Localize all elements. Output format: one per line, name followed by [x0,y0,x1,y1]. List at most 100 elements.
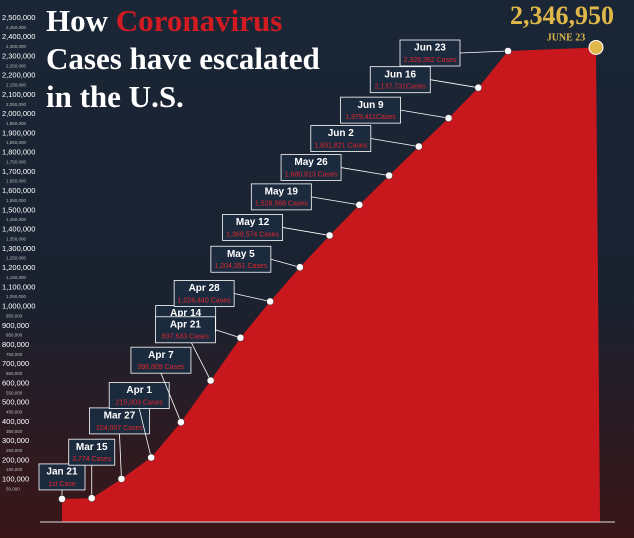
callout-box [250,183,312,211]
chart-title: Cases have escalated [46,41,320,76]
point [58,495,66,503]
point [177,418,185,426]
connector [311,196,360,206]
callout-value: 2,137,731Cases [375,84,426,91]
callout-box [340,96,401,124]
y-tick-label: 2,200,000 [2,71,35,80]
y-minor-tick-label: 1,150,000 [6,275,27,280]
y-tick-label: 800,000 [2,340,29,349]
callout-box [399,39,461,67]
callout-date: Apr 7 [148,350,174,361]
point [266,297,274,306]
callout-box [369,66,431,94]
y-tick-label: 200,000 [2,455,29,464]
chart-title: How Coronavirus [46,3,282,38]
callout-date: May 12 [236,217,270,228]
connector [459,50,509,54]
callout-value: 1,369,574 Cases [226,231,279,238]
chart-title: in the U.S. [46,79,184,114]
y-minor-tick-label: 2,250,000 [6,63,27,68]
y-minor-tick-label: 1,850,000 [6,140,27,145]
connector [270,258,300,268]
callout-date: Jun 16 [384,69,416,80]
connector [341,167,390,176]
callout-date: Jun 23 [414,43,446,54]
callout-value: 837,633 Cases [162,334,210,341]
y-minor-tick-label: 1,750,000 [6,159,27,164]
point [385,171,393,180]
y-tick-label: 900,000 [2,321,29,330]
callout-value: 3,774 Cases [72,456,112,463]
y-tick-label: 1,600,000 [2,186,35,195]
callout-value: 1,680,913 Cases [285,171,338,178]
y-tick-label: 1,200,000 [2,263,35,272]
connector [430,79,479,89]
y-minor-tick-label: 1,650,000 [6,179,27,184]
callout-date: Apr 21 [170,319,202,330]
y-tick-label: 1,300,000 [2,244,35,253]
point [444,114,453,122]
y-tick-label: 1,400,000 [2,225,35,234]
y-tick-label: 1,500,000 [2,205,35,214]
callout-value: 2,328,362 Cases [404,57,457,64]
y-tick-label: 1,900,000 [2,128,35,137]
y-minor-tick-label: 750,000 [6,352,23,357]
callout-value: 1,528,568 Cases [255,201,308,208]
y-tick-label: 300,000 [2,436,29,445]
y-minor-tick-label: 2,450,000 [6,25,27,30]
y-minor-tick-label: 2,050,000 [6,102,27,107]
point [296,263,304,271]
y-tick-label: 1,000,000 [2,302,35,311]
callout-value: 1,026,440 Cases [178,297,231,304]
connector [234,293,271,302]
callout-value: 1,204,351 Cases [214,263,267,270]
y-tick-label: 2,500,000 [2,13,35,22]
callout-date: Mar 27 [104,411,136,422]
connector [400,109,449,119]
callout-box [68,438,116,466]
title-part: How [46,3,109,38]
y-tick-label: 500,000 [2,398,29,407]
callout-date: May 19 [265,187,299,198]
y-minor-tick-label: 2,150,000 [6,83,27,88]
callout-date: Jun 9 [357,100,384,111]
y-tick-label: 2,100,000 [2,90,35,99]
y-tick-label: 2,300,000 [2,51,35,60]
callout-box [280,154,342,181]
callout-box [108,382,170,409]
y-minor-tick-label: 1,350,000 [6,236,27,241]
y-minor-tick-label: 1,950,000 [6,121,27,126]
y-minor-tick-label: 250,000 [6,448,23,453]
connector [138,408,152,458]
connector [119,433,122,479]
point [325,231,334,240]
connector [215,329,241,339]
callout-date: May 5 [227,249,255,260]
connector [160,373,182,423]
connector [282,227,330,236]
callout-box [130,346,192,374]
callout-box [210,245,272,273]
y-minor-tick-label: 950,000 [6,313,23,318]
callout-value: 398,809 Cases [137,364,185,371]
title-part: Coronavirus [116,3,283,38]
highlight-date: JUNE 23 [547,32,586,43]
y-minor-tick-label: 350,000 [6,429,23,434]
y-tick-label: 1,800,000 [2,148,35,157]
y-tick-label: 400,000 [2,417,29,426]
y-tick-label: 700,000 [2,359,29,368]
y-tick-label: 600,000 [2,378,29,387]
y-tick-label: 2,400,000 [2,32,35,41]
y-minor-tick-label: 150,000 [6,467,23,472]
callout-value: 215,003 Cases [116,399,164,406]
callout-date: Jun 2 [328,128,355,139]
callout-date: Mar 15 [76,442,108,453]
area [62,47,600,522]
y-minor-tick-label: 2,350,000 [6,44,27,49]
connector [370,138,419,147]
callout-box [38,463,86,491]
y-tick-label: 1,100,000 [2,282,35,291]
point [117,475,126,483]
